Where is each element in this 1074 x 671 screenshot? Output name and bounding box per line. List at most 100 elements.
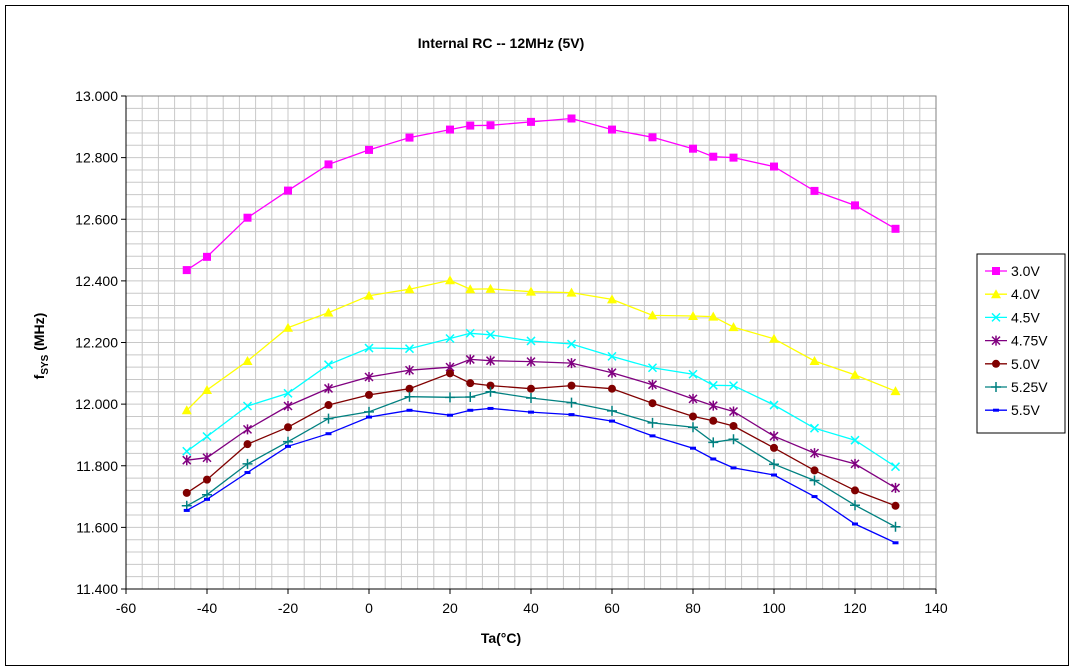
data-point <box>810 186 819 195</box>
data-point <box>891 501 900 510</box>
data-point <box>527 117 535 126</box>
data-point <box>708 400 718 411</box>
data-point <box>769 400 779 410</box>
data-point <box>809 355 820 365</box>
data-point <box>446 369 454 378</box>
data-point <box>890 482 901 493</box>
x-tick-label: -40 <box>197 600 217 616</box>
legend-marker <box>993 408 999 412</box>
data-point <box>364 290 374 300</box>
x-tick-label: -60 <box>116 600 136 616</box>
y-axis-title: fSYS (MHz) <box>31 313 51 380</box>
legend-label: 4.5V <box>1011 309 1040 325</box>
data-point <box>728 381 739 391</box>
legend-label: 5.5V <box>1011 402 1040 418</box>
x-tick-label: 120 <box>843 600 867 616</box>
chart-frame: Internal RC -- 12MHz (5V) -60 -40 -20 0 20 40… <box>5 5 1069 666</box>
data-point <box>769 431 779 442</box>
data-point <box>647 363 658 373</box>
data-point <box>467 408 474 412</box>
data-point <box>890 462 901 472</box>
legend-label: 4.75V <box>1011 333 1048 349</box>
data-point <box>182 455 192 466</box>
data-point <box>182 488 191 497</box>
data-point <box>446 125 454 134</box>
y-tick-label: 11.800 <box>76 458 118 474</box>
data-point <box>183 508 190 512</box>
data-point <box>709 416 718 425</box>
data-point <box>486 121 495 130</box>
y-axis-title-sub: SYS <box>40 354 51 374</box>
data-point <box>850 458 860 469</box>
legend-item: 5.0V <box>985 356 1040 372</box>
data-point <box>708 380 718 390</box>
data-point <box>648 133 657 142</box>
chart-title: Internal RC -- 12MHz (5V) <box>418 35 584 51</box>
legend-label: 3.0V <box>1011 263 1040 279</box>
legend-item: 4.75V <box>985 333 1048 349</box>
line-chart: Internal RC -- 12MHz (5V) -60 -40 -20 0 20 40… <box>31 35 1066 646</box>
data-point <box>204 497 210 501</box>
data-point <box>566 287 577 297</box>
data-point <box>465 354 475 365</box>
x-axis-title: Ta(°C) <box>481 630 521 646</box>
data-point <box>728 434 739 445</box>
data-point <box>445 275 455 285</box>
data-point <box>688 369 698 379</box>
data-point <box>809 448 820 459</box>
data-point <box>182 446 192 456</box>
y-tick-label: 12.200 <box>75 335 118 351</box>
data-point <box>850 500 860 511</box>
data-point <box>406 408 413 412</box>
legend-label: 5.0V <box>1011 356 1040 372</box>
data-point <box>325 432 332 436</box>
legend-marker <box>991 312 1001 322</box>
data-point <box>405 133 414 142</box>
y-axis-title-main: f <box>31 374 47 379</box>
data-point <box>242 355 253 365</box>
data-point <box>708 437 719 448</box>
series-5.0V <box>182 369 900 510</box>
series-4.75V <box>182 354 901 493</box>
data-point <box>647 310 658 320</box>
data-point <box>242 458 253 469</box>
legend-label: 4.0V <box>1011 286 1040 302</box>
data-point <box>608 384 616 393</box>
data-point <box>242 424 253 435</box>
legend-label: 5.25V <box>1011 379 1048 395</box>
data-point <box>648 399 657 408</box>
data-point <box>728 406 739 417</box>
data-point <box>526 392 536 403</box>
data-point <box>566 358 577 369</box>
series-3.0V <box>182 114 900 275</box>
data-point <box>324 401 333 410</box>
svg-text:fSYS (MHz): fSYS (MHz) <box>31 313 51 380</box>
x-tick-label: 60 <box>604 600 620 616</box>
x-tick-label: -20 <box>278 600 298 616</box>
axes: -60 -40 -20 0 20 40 60 80 100 120 140 11.400 11.600 1… <box>75 88 948 616</box>
data-point <box>649 434 656 438</box>
y-axis-title-unit: (MHz) <box>31 313 47 355</box>
data-point <box>242 401 253 411</box>
data-point <box>851 201 859 210</box>
data-point <box>607 351 617 361</box>
data-point <box>730 466 737 470</box>
data-point <box>323 413 334 424</box>
data-point <box>708 311 719 321</box>
data-point <box>526 286 536 296</box>
data-point <box>485 330 496 340</box>
data-point <box>890 386 901 396</box>
data-point <box>202 431 212 442</box>
data-point <box>528 410 534 414</box>
data-point <box>608 125 616 134</box>
data-point <box>243 440 252 449</box>
data-point <box>689 412 697 421</box>
y-tick-label: 13.000 <box>75 88 118 104</box>
data-point <box>526 336 536 346</box>
data-point <box>365 390 373 399</box>
legend-box <box>976 253 1066 434</box>
data-point <box>485 283 496 293</box>
data-point <box>688 422 698 433</box>
data-point <box>465 328 475 338</box>
data-point <box>283 388 293 398</box>
